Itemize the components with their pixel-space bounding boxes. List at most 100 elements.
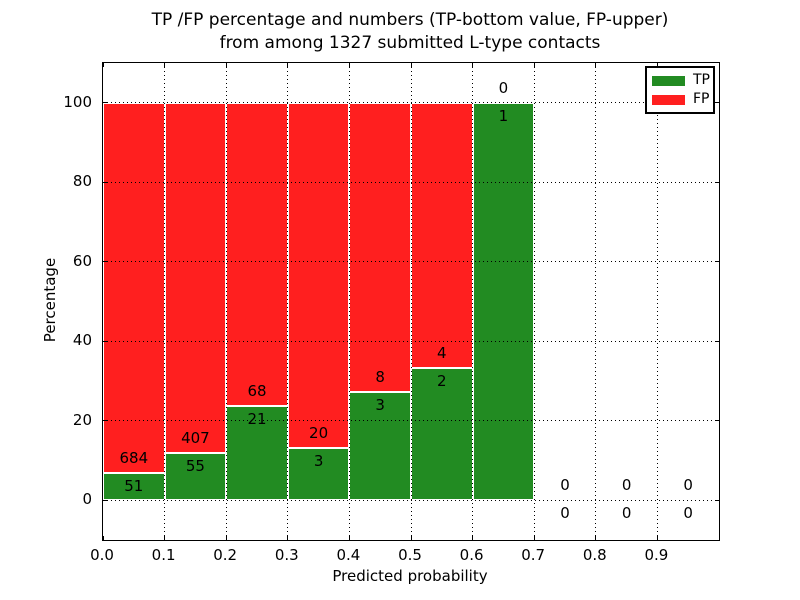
y-tick-label: 40 — [72, 331, 92, 350]
x-tick-label: 0.5 — [398, 546, 422, 564]
x-tick-label: 0.2 — [213, 546, 238, 564]
gridline-vertical — [533, 63, 535, 540]
legend: TP FP — [645, 66, 715, 114]
y-tick-mark — [103, 499, 107, 501]
gridline-vertical — [348, 63, 350, 540]
y-tick-mark — [103, 420, 107, 422]
legend-label-fp: FP — [693, 91, 710, 107]
gridline-vertical — [595, 63, 597, 540]
y-tick-mark-right — [715, 102, 719, 104]
gridline-horizontal — [103, 181, 719, 183]
bar-tp-segment — [164, 452, 227, 501]
y-tick-label: 80 — [72, 172, 92, 191]
x-tick-mark-top — [287, 63, 289, 67]
x-tick-label: 0.0 — [90, 546, 114, 564]
y-tick-mark-right — [715, 181, 719, 183]
fp-count-label: 4 — [437, 343, 447, 362]
x-tick-label: 0.8 — [582, 546, 607, 564]
x-tick-mark-top — [595, 63, 597, 67]
gridline-vertical — [656, 63, 658, 540]
fp-count-label: 68 — [247, 382, 267, 401]
x-tick-mark — [410, 536, 412, 540]
bar-fp-segment — [349, 102, 411, 392]
x-tick-mark-top — [656, 63, 658, 67]
x-tick-label: 0.6 — [459, 546, 484, 564]
x-tick-mark — [595, 536, 597, 540]
x-tick-mark — [533, 536, 535, 540]
y-tick-mark — [103, 102, 107, 104]
gridline-vertical — [225, 63, 227, 540]
y-axis-label: Percentage — [41, 257, 59, 343]
x-tick-mark-top — [533, 63, 535, 67]
gridline-horizontal — [103, 420, 719, 422]
x-tick-label: 0.9 — [644, 546, 669, 564]
y-tick-mark — [103, 181, 107, 183]
y-tick-label: 100 — [63, 92, 92, 111]
bar-fp-segment — [164, 102, 227, 453]
tp-count-label: 51 — [124, 476, 144, 495]
bar-fp-segment — [411, 102, 473, 368]
fp-count-label: 0 — [498, 78, 509, 97]
x-tick-label: 0.7 — [521, 546, 546, 564]
y-tick-mark-right — [715, 340, 719, 342]
gridline-horizontal — [103, 499, 719, 501]
x-tick-mark-top — [472, 63, 474, 67]
x-tick-label: 0.1 — [151, 546, 176, 564]
chart-title: TP /FP percentage and numbers (TP-bottom… — [102, 9, 718, 55]
fp-count-label: 20 — [309, 424, 329, 443]
fp-count-label: 0 — [683, 476, 693, 495]
x-tick-mark — [164, 536, 166, 540]
tp-count-label: 2 — [437, 371, 447, 390]
tp-count-label: 1 — [498, 106, 509, 125]
legend-item-fp: FP — [652, 90, 710, 109]
bar-fp-segment — [103, 102, 165, 473]
tp-count-label: 0 — [621, 504, 632, 523]
bar-tp-segment — [472, 102, 535, 501]
x-tick-mark-top — [102, 63, 104, 67]
x-tick-mark-top — [410, 63, 412, 67]
tp-count-label: 0 — [683, 504, 693, 523]
x-tick-mark — [348, 536, 350, 540]
bar-fp-segment — [287, 102, 350, 449]
x-tick-mark — [472, 536, 474, 540]
x-tick-mark-top — [348, 63, 350, 67]
gridline-horizontal — [103, 261, 719, 263]
fp-count-label: 8 — [375, 367, 385, 386]
gridline-vertical — [287, 63, 289, 540]
y-tick-mark-right — [715, 420, 719, 422]
bar-tp-segment — [103, 472, 165, 501]
x-tick-mark — [656, 536, 658, 540]
gridline-vertical — [410, 63, 412, 540]
x-tick-mark — [225, 536, 227, 540]
tp-count-label: 3 — [313, 452, 324, 471]
x-axis-label: Predicted probability — [332, 567, 488, 585]
y-tick-mark-right — [715, 261, 719, 263]
tp-count-label: 0 — [560, 504, 570, 523]
fp-count-label: 684 — [119, 448, 149, 467]
y-tick-label: 60 — [72, 251, 92, 270]
gridline-vertical — [164, 63, 166, 540]
x-tick-mark — [102, 536, 104, 540]
y-tick-label: 20 — [72, 410, 92, 429]
y-tick-mark-right — [715, 499, 719, 501]
fp-count-label: 407 — [181, 428, 210, 447]
chart-title-line1: TP /FP percentage and numbers (TP-bottom… — [151, 10, 669, 30]
plot-area: 684 51 407 55 68 21 20 3 8 3 4 2 0 1 0 0 0 0 0 0 — [102, 62, 720, 541]
fp-count-label: 0 — [560, 476, 570, 495]
y-tick-mark — [103, 340, 107, 342]
bar-tp-segment — [411, 367, 473, 501]
x-tick-mark-top — [164, 63, 166, 67]
tp-swatch-icon — [652, 75, 685, 86]
bar-fp-segment — [226, 102, 288, 407]
y-tick-mark — [103, 261, 107, 263]
fp-count-label: 0 — [621, 476, 632, 495]
x-tick-mark — [287, 536, 289, 540]
gridline-vertical — [472, 63, 474, 540]
tp-count-label: 21 — [247, 410, 267, 429]
x-tick-label: 0.4 — [336, 546, 361, 564]
x-tick-mark-top — [225, 63, 227, 67]
x-tick-label: 0.3 — [274, 546, 299, 564]
legend-label-tp: TP — [693, 72, 710, 88]
tp-count-label: 3 — [375, 395, 385, 414]
